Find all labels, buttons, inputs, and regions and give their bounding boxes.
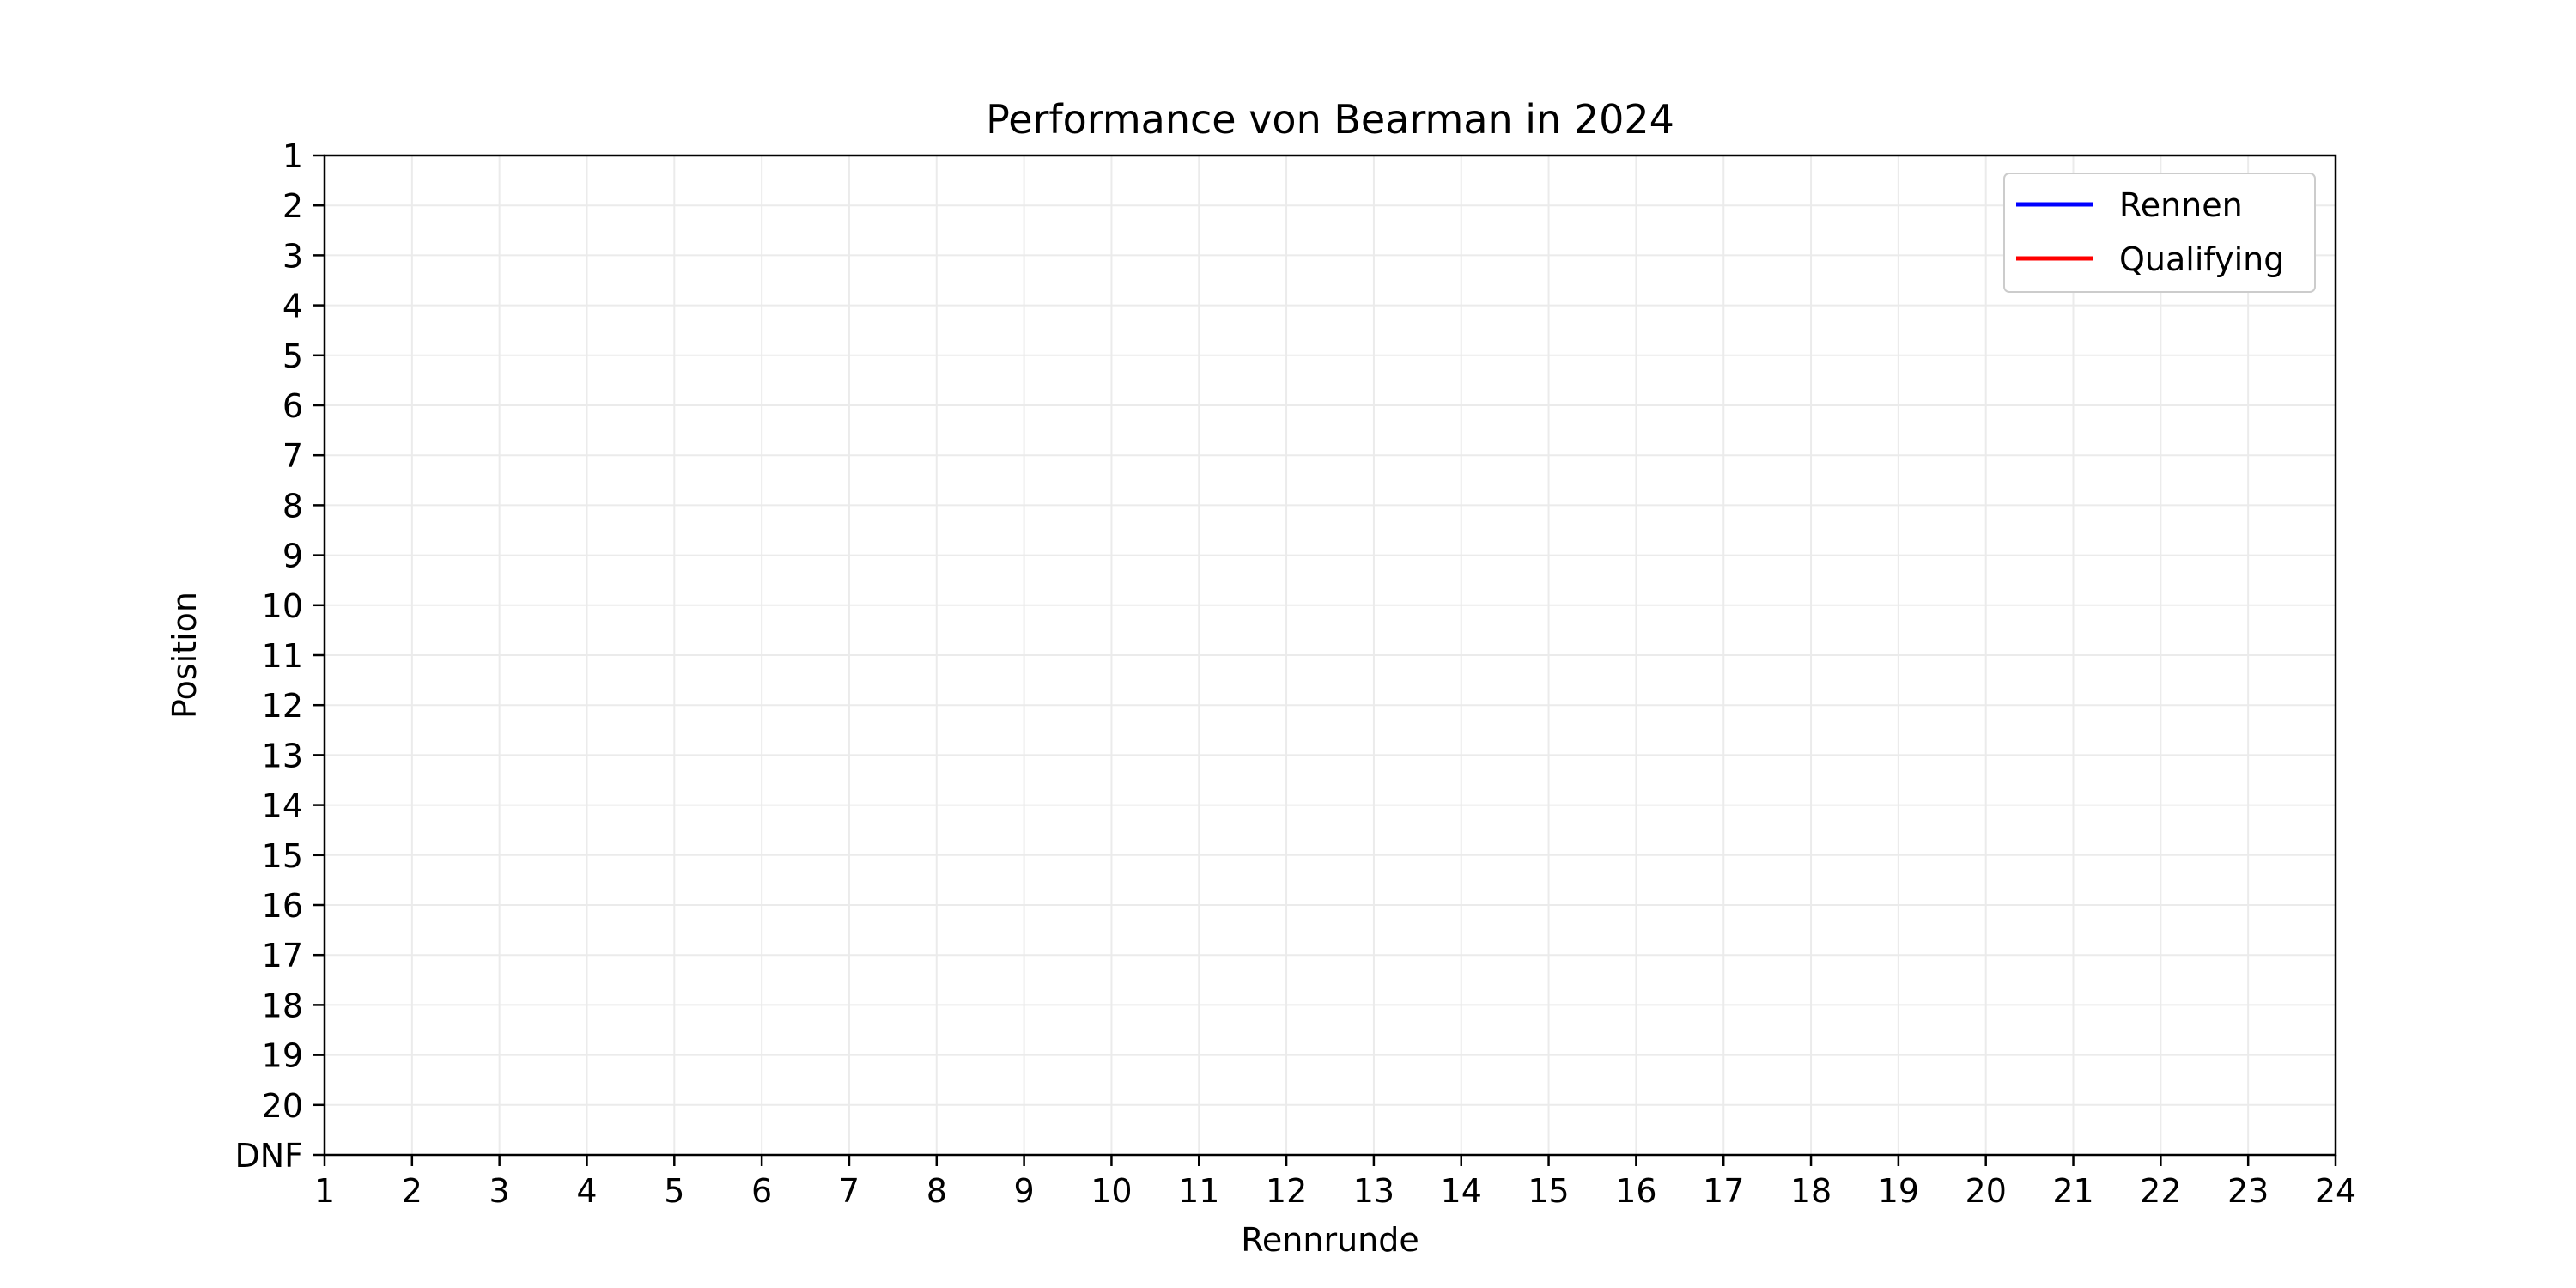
y-tick-label: 7 (283, 437, 303, 475)
y-tick-label: 12 (262, 687, 303, 725)
y-tick-label: 19 (262, 1037, 303, 1075)
x-tick-label: 9 (1014, 1172, 1035, 1210)
y-axis-title: Position (166, 592, 204, 719)
chart-title: Performance von Bearman in 2024 (986, 96, 1674, 143)
y-tick-label: 8 (283, 487, 303, 525)
x-tick-label: 19 (1878, 1172, 1919, 1210)
legend-label: Qualifying (2119, 240, 2284, 278)
y-tick-label: 5 (283, 337, 303, 375)
y-tick-label: 9 (283, 538, 303, 575)
x-tick-label: 5 (664, 1172, 684, 1210)
y-tick-label: 16 (262, 887, 303, 925)
legend: Rennen Qualifying (2003, 173, 2316, 293)
x-tick-label: 3 (489, 1172, 510, 1210)
x-tick-label: 1 (314, 1172, 335, 1210)
x-tick-label: 23 (2227, 1172, 2269, 1210)
y-tick-label: 20 (262, 1087, 303, 1125)
grid (324, 155, 2336, 1156)
x-tick-label: 7 (839, 1172, 860, 1210)
x-tick-label: 12 (1266, 1172, 1307, 1210)
y-tick-label: 11 (262, 637, 303, 675)
x-tick-label: 24 (2315, 1172, 2356, 1210)
x-tick-label: 14 (1441, 1172, 1482, 1210)
x-tick-label: 18 (1790, 1172, 1832, 1210)
y-tick-label: 1 (283, 137, 303, 175)
x-tick-label: 11 (1178, 1172, 1219, 1210)
y-tick-label: 10 (262, 587, 303, 625)
x-tick-label: 8 (927, 1172, 947, 1210)
axis-ticks: 1 2 3 4 5 6 7 8 9 10 11 12 13 14 15 16 17 18 19 20 21 22 23 241… (234, 137, 2356, 1210)
x-tick-label: 10 (1091, 1172, 1132, 1210)
y-tick-label: 14 (262, 787, 303, 825)
x-tick-label: 21 (2052, 1172, 2093, 1210)
y-tick-label: 3 (283, 237, 303, 275)
x-tick-label: 20 (1965, 1172, 2007, 1210)
x-tick-label: 17 (1703, 1172, 1744, 1210)
x-axis-title: Rennrunde (1241, 1221, 1419, 1259)
y-tick-label: 18 (262, 987, 303, 1024)
y-tick-label: 6 (283, 387, 303, 425)
x-tick-label: 6 (751, 1172, 772, 1210)
y-tick-label: 2 (283, 187, 303, 225)
x-tick-label: 15 (1528, 1172, 1569, 1210)
x-tick-label: 16 (1615, 1172, 1656, 1210)
legend-label: Rennen (2119, 186, 2243, 224)
y-tick-label: 13 (262, 737, 303, 775)
x-tick-label: 4 (576, 1172, 597, 1210)
x-tick-label: 22 (2140, 1172, 2181, 1210)
x-tick-label: 2 (402, 1172, 422, 1210)
y-tick-label: 17 (262, 937, 303, 975)
x-tick-label: 13 (1353, 1172, 1394, 1210)
y-tick-label: 15 (262, 837, 303, 875)
y-tick-label: DNF (234, 1137, 303, 1175)
y-tick-label: 4 (283, 288, 303, 325)
